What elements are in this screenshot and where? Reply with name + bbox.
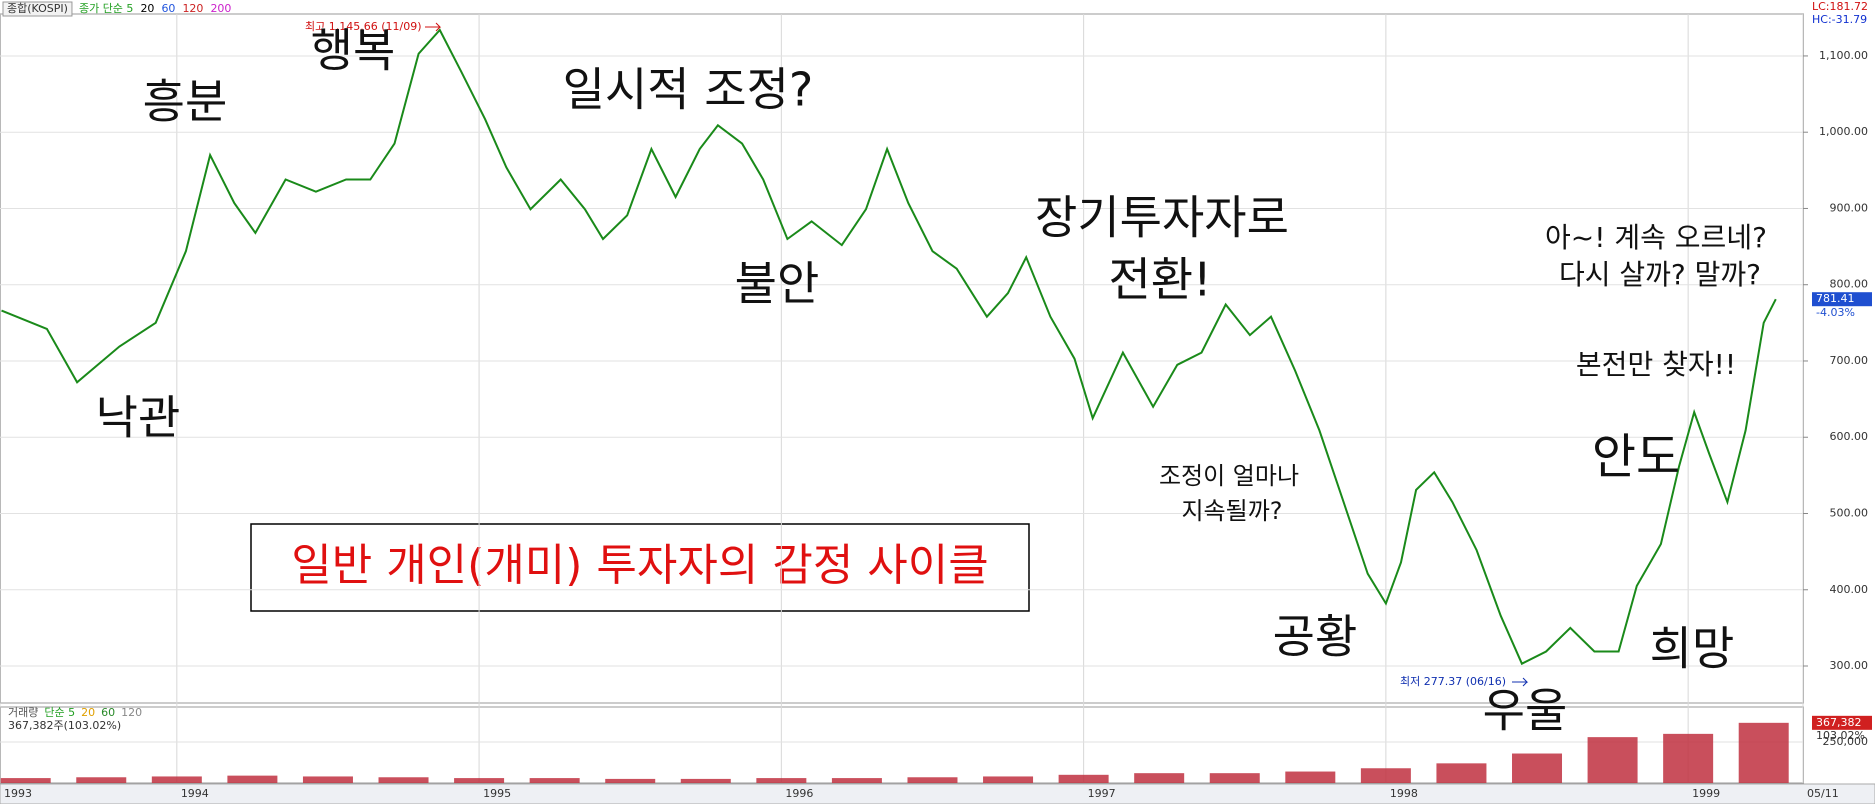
annotation: 전환! <box>1108 253 1211 307</box>
volume-bar <box>0 778 51 783</box>
y-tick-label: 700.00 <box>1830 354 1869 367</box>
index-box <box>2 1 73 17</box>
last-change: -4.03% <box>1816 306 1855 319</box>
hc-label: HC:-31.79 <box>1812 13 1867 26</box>
volume-bar <box>76 777 127 783</box>
lc-label: LC:181.72 <box>1812 0 1868 13</box>
index-label: 종합(KOSPI) <box>7 2 68 15</box>
annotation: 희망 <box>1650 622 1735 676</box>
volume-bar <box>151 776 202 783</box>
y-tick-label: 400.00 <box>1830 583 1869 596</box>
y-tick-label: 1,000.00 <box>1819 125 1868 138</box>
volume-legend: 60 <box>101 706 115 719</box>
volume-bar <box>454 778 505 783</box>
price-line <box>1 28 1777 666</box>
volume-legend: 단순 5 <box>44 706 75 719</box>
x-tick-label: 1999 <box>1692 787 1720 800</box>
volume-bar <box>1058 774 1109 783</box>
last-value: 781.41 <box>1816 292 1855 305</box>
volume-bar <box>605 778 656 783</box>
volume-bar <box>831 778 882 783</box>
volume-bar <box>529 778 580 783</box>
annotation: 아~! 계속 오르네? <box>1545 221 1767 254</box>
y-tick-label: 1,100.00 <box>1819 49 1868 62</box>
last-volume-box <box>1812 715 1872 730</box>
annotation: 안도 <box>1592 429 1680 485</box>
title-box <box>250 523 1030 612</box>
high-arrow <box>425 22 442 32</box>
volume-bar <box>1285 771 1336 783</box>
high-label: 최고 1,145.66 (11/09) <box>305 20 422 33</box>
volume-bar <box>1436 763 1487 783</box>
box-title: 일반 개인(개미) 투자자의 감정 사이클 <box>291 540 988 591</box>
volume-note: 367,382주(103.02%) <box>8 719 121 732</box>
annotation: 행복 <box>311 24 396 78</box>
volume-bar <box>1360 768 1411 783</box>
annotation: 불안 <box>735 257 820 311</box>
y-tick-label: 600.00 <box>1830 430 1869 443</box>
volume-bar <box>983 776 1034 783</box>
volume-bar <box>1738 722 1789 783</box>
ma-legend: 200 <box>210 2 231 15</box>
y-tick-label: 250,000 <box>1823 735 1869 748</box>
x-tick-label: 1996 <box>785 787 813 800</box>
volume-legend: 120 <box>121 706 142 719</box>
last-volume: 367,382 <box>1816 716 1862 729</box>
x-tick-label: 1994 <box>181 787 209 800</box>
annotation: 낙관 <box>96 391 181 445</box>
volume-bar <box>302 776 353 783</box>
x-tick-label: 05/11 <box>1807 787 1839 800</box>
x-tick-label: 1993 <box>4 787 32 800</box>
y-tick-label: 500.00 <box>1830 506 1869 519</box>
x-axis-band <box>0 783 1875 804</box>
volume-legend: 거래량 <box>8 706 38 719</box>
volume-bar <box>1663 733 1714 783</box>
ma-legend: 종가 단순 5 <box>79 2 133 15</box>
annotation: 일시적 조정? <box>563 63 814 117</box>
volume-bar <box>1134 773 1185 783</box>
y-tick-label: 900.00 <box>1830 201 1869 214</box>
last-volume-change: 103.02% <box>1816 729 1865 742</box>
x-tick-label: 1995 <box>483 787 511 800</box>
annotation: 다시 살까? 말까? <box>1559 258 1761 291</box>
volume-bar <box>680 778 731 783</box>
annotation: 공황 <box>1273 610 1358 664</box>
volume-bar <box>1512 753 1563 783</box>
annotation: 지속될까? <box>1181 497 1282 525</box>
volume-bar <box>907 777 958 783</box>
last-value-box <box>1812 292 1872 307</box>
volume-bar <box>1587 737 1638 783</box>
volume-bar <box>227 775 278 783</box>
volume-bar <box>1209 773 1260 783</box>
y-tick-label: 300.00 <box>1830 659 1869 672</box>
y-tick-label: 800.00 <box>1830 278 1869 291</box>
ma-legend: 20 <box>140 2 154 15</box>
low-label: 최저 277.37 (06/16) <box>1400 675 1506 688</box>
volume-legend: 20 <box>81 706 95 719</box>
low-arrow <box>1512 677 1529 687</box>
ma-legend: 60 <box>161 2 175 15</box>
volume-bar <box>378 777 429 783</box>
annotation: 조정이 얼마나 <box>1159 462 1299 490</box>
x-tick-label: 1997 <box>1088 787 1116 800</box>
annotation: 우울 <box>1483 684 1568 738</box>
annotation: 본전만 찾자!! <box>1576 348 1736 381</box>
x-tick-label: 1998 <box>1390 787 1418 800</box>
volume-bar <box>756 778 807 783</box>
ma-legend: 120 <box>182 2 203 15</box>
annotation: 장기투자자로 <box>1035 191 1289 245</box>
annotation: 흥분 <box>143 75 228 129</box>
